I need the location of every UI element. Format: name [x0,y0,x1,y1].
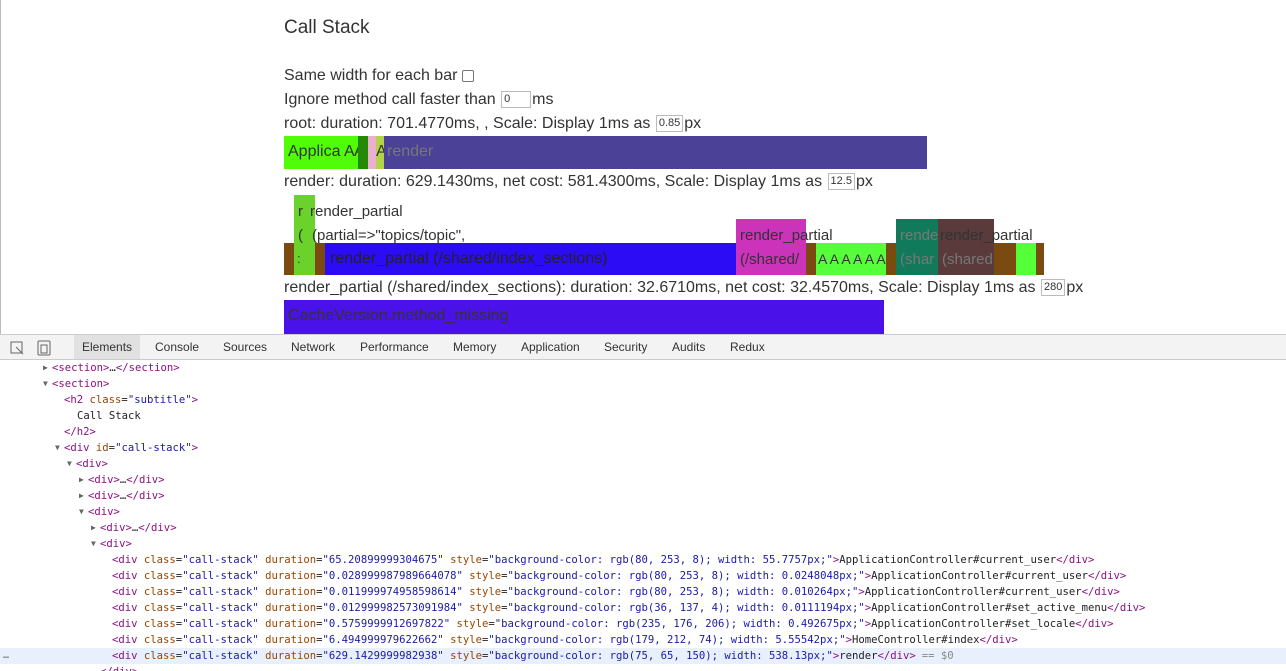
dom-line[interactable]: <h2 class="subtitle"> [64,394,198,406]
bar-label: render [900,227,944,244]
stack-bar[interactable]: A A A A A A [816,243,886,275]
selected-row [0,648,1286,664]
info-row: render_partial (/shared/index_sections):… [284,279,1083,297]
label: Ignore method call faster than [284,91,496,108]
tab[interactable]: Security [604,340,648,354]
tab[interactable]: Application [521,340,580,354]
selected-marker: == $0 [921,650,954,662]
dom-line[interactable]: <div class="call-stack" duration="0.5759… [112,618,1114,630]
expand-arrow[interactable]: ▼ [79,507,84,516]
dom-line[interactable]: <div>…</div> [88,490,165,502]
dom-line[interactable]: <div class="call-stack" duration="65.208… [112,554,1095,566]
stack-bar[interactable]: render_partial (/shared/index_sections) [325,243,736,275]
stack-bar[interactable] [358,136,368,169]
stack-bar[interactable]: render [384,136,927,169]
bar-label: r [298,203,303,220]
expand-arrow[interactable]: ▶ [91,523,96,532]
tab[interactable]: Elements [74,335,141,359]
stack-bar[interactable] [896,219,938,275]
expand-arrow[interactable]: ▼ [55,443,60,452]
stack-bar[interactable] [1016,243,1036,275]
unit: px [684,115,702,132]
checkbox[interactable] [461,69,474,82]
dom-line[interactable]: <div id="call-stack"> [64,442,198,454]
dom-line[interactable]: <div>…</div> [100,522,177,534]
input[interactable]: 12.5 [827,173,855,191]
stack-bar[interactable] [938,219,994,275]
dom-line[interactable]: </h2> [64,426,96,438]
tab[interactable]: Memory [453,340,497,354]
input[interactable]: 280 [1040,279,1066,297]
expand-arrow[interactable]: ▼ [43,379,48,388]
stack-bar[interactable] [736,219,806,275]
unit: px [1066,279,1084,296]
option-row: Same width for each bar [284,67,474,85]
stack-bar[interactable]: A [344,136,354,169]
bar-label: (shared [942,251,992,268]
dom-line[interactable]: <div class="call-stack" duration="0.0289… [112,570,1127,582]
stack-bar[interactable]: A [376,136,384,169]
dom-line[interactable]: <section>…</section> [52,362,180,374]
option-row: Ignore method call faster than 0 ms [284,91,553,109]
dom-line[interactable]: <div class="call-stack" duration="629.14… [112,650,954,662]
stack-bar[interactable] [886,243,896,275]
dom-line[interactable]: Call Stack [77,410,141,422]
dom-line[interactable]: <div class="call-stack" duration="0.0119… [112,586,1120,598]
bar-label: (partial=>"topics/topic", [312,227,466,244]
row-dots[interactable]: … [3,650,10,661]
dom-line[interactable]: <div class="call-stack" duration="6.4949… [112,634,1018,646]
bar-label: render_partial [740,227,833,244]
label: root: duration: 701.4770ms, , Scale: Dis… [284,115,651,132]
dom-line[interactable]: </div> [100,664,138,671]
stack-bar[interactable]: : [294,243,315,275]
dom-line[interactable]: <div>…</div> [88,474,165,486]
unit: px [855,173,873,190]
heading: Call Stack [284,17,370,38]
bar-label: ( [298,227,303,244]
dom-line[interactable]: <div> [88,506,120,518]
expand-arrow[interactable]: ▼ [91,539,96,548]
bar-label: (shar [900,251,935,268]
tab[interactable]: Redux [730,340,765,354]
stack-bar[interactable] [315,243,325,275]
label: render_partial (/shared/index_sections):… [284,279,1036,296]
tab[interactable]: Console [155,340,200,354]
stack-bar[interactable]: A [354,136,358,169]
tab[interactable]: Network [291,340,336,354]
bar-label: render_partial [310,203,403,220]
elements-tree: ▶ <section>…</section> ▼ <section> <h2 class… [0,360,1286,671]
bar-label: (/shared/ [740,251,800,268]
tab[interactable]: Audits [672,340,706,354]
page-content: Call Stack Same width for each bar Ignor… [0,0,1286,334]
stack-bar[interactable] [994,243,1016,275]
devtools-tabs: Elements Console Sources Network Performance… [0,334,1286,360]
stack-bar[interactable]: CacheVersion.method_missing [284,300,884,334]
info-row: root: duration: 701.4770ms, , Scale: Dis… [284,115,701,133]
expand-arrow[interactable]: ▶ [43,363,48,372]
bar-label: render_partial [940,227,1033,244]
stack-bar[interactable]: Applica [284,136,344,169]
tab[interactable]: Performance [360,340,429,354]
info-row: render: duration: 629.1430ms, net cost: … [284,173,873,191]
stack-bar[interactable] [284,243,294,275]
tab[interactable]: Sources [223,340,268,354]
stack-bar[interactable] [806,243,816,275]
toolbar-icons[interactable] [10,340,58,356]
dom-line[interactable]: <div> [76,458,108,470]
label: render: duration: 629.1430ms, net cost: … [284,173,823,190]
label: Same width for each bar [284,67,458,84]
stack-bar[interactable] [1036,243,1044,275]
dom-line[interactable]: <div class="call-stack" duration="0.0129… [112,602,1146,614]
dom-line[interactable]: <section> [52,378,110,390]
input[interactable]: 0.85 [655,115,684,133]
expand-arrow[interactable]: ▼ [67,459,72,468]
input[interactable]: 0 [501,91,532,109]
stack-bar[interactable] [368,136,376,169]
dom-line[interactable]: <div> [100,538,132,550]
expand-arrow[interactable]: ▶ [79,491,84,500]
expand-arrow[interactable]: ▶ [79,475,84,484]
unit: ms [532,91,554,108]
